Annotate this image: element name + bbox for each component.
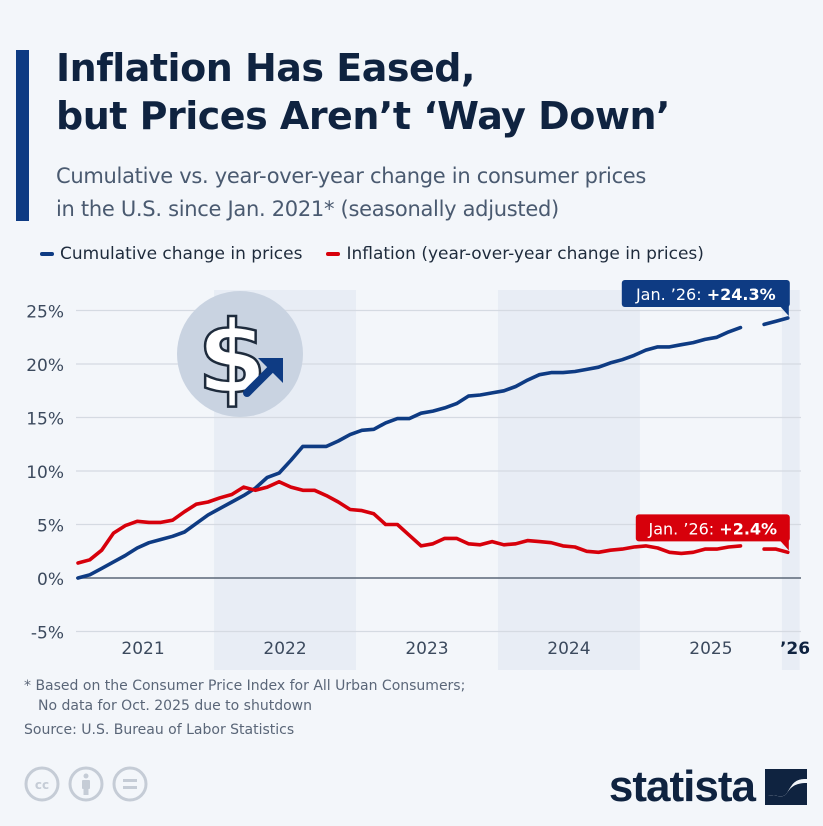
license-icons: cc (24, 766, 148, 802)
chart-title: Inflation Has Eased, but Prices Aren’t ‘… (56, 44, 670, 140)
legend-item-inflation: Inflation (year-over-year change in pric… (326, 244, 704, 264)
statista-logo[interactable]: statista (609, 765, 807, 809)
x-axis-ticks: 2021 2022 2023 2024 2025 ’26 (121, 639, 810, 659)
x-tick-label: ’26 (780, 639, 810, 659)
annotation-inflation: Jan. ’26: +2.4% (635, 514, 790, 551)
y-tick-label: -5% (31, 624, 64, 644)
subtitle-line-2: in the U.S. since Jan. 2021* (seasonally… (56, 197, 559, 221)
series-line-cumulative-segment-0 (76, 325, 743, 580)
chart-subtitle: Cumulative vs. year-over-year change in … (56, 160, 816, 226)
statista-mark-icon (765, 769, 807, 805)
x-tick-label: 2021 (121, 639, 164, 659)
source-note: Source: U.S. Bureau of Labor Statistics (24, 722, 295, 738)
annotation-value: +24.3% (707, 285, 776, 304)
footnote-line-2: No data for Oct. 2025 due to shutdown (38, 698, 312, 714)
subtitle-line-1: Cumulative vs. year-over-year change in … (56, 164, 647, 188)
annotation-pointer (779, 540, 789, 551)
line-chart: -5% 0% 5% 10% 15% 20% 25% 2021 2022 2023 2024 2025… (26, 279, 810, 670)
y-tick-label: 5% (37, 517, 64, 537)
creative-commons-icon[interactable]: cc (24, 766, 60, 802)
series-line-inflation-segment-1 (762, 547, 790, 555)
annotation-box (635, 514, 790, 542)
x-tick-label: 2024 (547, 639, 590, 659)
chart-legend: Cumulative change in prices Inflation (y… (40, 244, 704, 264)
title-line-1: Inflation Has Eased, (56, 46, 475, 90)
annotation-label: Jan. ’26: +2.4% (648, 519, 778, 538)
legend-swatch-cumulative (40, 252, 54, 256)
attribution-icon[interactable] (68, 766, 104, 802)
legend-label-cumulative: Cumulative change in prices (60, 244, 303, 264)
y-axis-ticks: -5% 0% 5% 10% 15% 20% 25% (26, 303, 64, 644)
footnote: * Based on the Consumer Price Index for … (24, 676, 465, 716)
series-line-cumulative-segment-1 (762, 316, 790, 327)
svg-text:$: $ (197, 299, 267, 416)
svg-text:cc: cc (35, 778, 49, 792)
annotation-prefix: Jan. ’26: (648, 519, 720, 538)
no-derivatives-icon[interactable] (112, 766, 148, 802)
series-line-inflation-segment-0 (76, 479, 743, 565)
legend-item-cumulative: Cumulative change in prices (40, 244, 302, 264)
x-tick-label: 2025 (689, 639, 732, 659)
x-tick-label: 2022 (263, 639, 306, 659)
y-tick-label: 10% (26, 463, 64, 483)
annotations: Jan. ’26: +24.3%Jan. ’26: +2.4% (621, 279, 790, 551)
legend-swatch-inflation (326, 252, 341, 256)
annotation-label: Jan. ’26: +24.3% (635, 285, 776, 304)
footnote-line-1: * Based on the Consumer Price Index for … (24, 678, 466, 694)
annotation-box (621, 279, 790, 307)
annotation-prefix: Jan. ’26: (635, 285, 707, 304)
dollar-rising-icon: $ (177, 291, 303, 417)
title-line-2: but Prices Aren’t ‘Way Down’ (56, 94, 670, 138)
brand-wordmark: statista (608, 762, 756, 811)
year-band-2024 (497, 290, 640, 670)
y-tick-label: 0% (37, 570, 64, 590)
y-tick-label: 15% (26, 410, 64, 430)
year-band-’26 (781, 290, 800, 670)
annotation-value: +2.4% (719, 519, 777, 538)
y-tick-label: 25% (26, 303, 64, 323)
title-accent-bar (16, 50, 29, 221)
annotation-pointer (779, 305, 789, 316)
series-lines (76, 316, 790, 580)
x-tick-label: 2023 (405, 639, 448, 659)
legend-label-inflation: Inflation (year-over-year change in pric… (346, 244, 704, 264)
y-tick-label: 20% (26, 356, 64, 376)
annotation-cumulative: Jan. ’26: +24.3% (621, 279, 790, 316)
